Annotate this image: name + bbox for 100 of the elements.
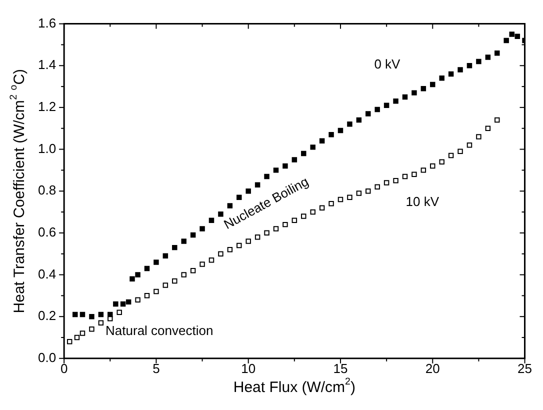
point [172, 244, 178, 250]
point [430, 163, 436, 169]
point [310, 209, 316, 215]
point [190, 268, 196, 274]
point [172, 278, 178, 284]
point [301, 150, 306, 156]
point [476, 58, 482, 64]
point [328, 132, 334, 138]
point [412, 172, 417, 177]
point [236, 242, 242, 248]
point [154, 288, 159, 294]
y-tick-label: 0.4 [38, 266, 56, 282]
point [310, 144, 316, 150]
y-tick-label: 0.2 [38, 308, 56, 324]
point [514, 34, 520, 39]
point [402, 94, 408, 100]
point [135, 297, 140, 302]
point [162, 253, 168, 259]
point [356, 117, 362, 123]
point [282, 222, 288, 228]
point [218, 211, 224, 217]
point [301, 214, 306, 219]
y-tick-label: 1.2 [38, 99, 56, 114]
point [190, 232, 196, 238]
point [347, 122, 352, 127]
point [108, 316, 113, 322]
y-tick-label: 0.0 [38, 350, 56, 365]
point [108, 312, 113, 318]
point [98, 312, 104, 318]
point [448, 152, 454, 158]
point [420, 168, 426, 173]
annotation: Natural convection [106, 323, 214, 338]
point [74, 334, 80, 340]
point [236, 194, 242, 200]
y-tick-label: 1.0 [38, 140, 56, 156]
point [254, 182, 260, 188]
point [292, 157, 298, 162]
point [66, 339, 72, 344]
point [264, 230, 270, 236]
y-tick-label: 1.4 [38, 57, 56, 72]
point [72, 312, 78, 318]
point [208, 218, 214, 223]
point [144, 293, 150, 298]
point [338, 128, 344, 134]
point [89, 314, 94, 320]
point [384, 102, 390, 108]
point [218, 251, 224, 256]
point [181, 272, 186, 278]
point [466, 142, 472, 148]
point [458, 148, 463, 154]
point [120, 301, 126, 307]
point [319, 205, 325, 210]
point [402, 174, 408, 180]
y-tick-label: 0.8 [38, 182, 56, 198]
x-tick-label: 20 [425, 360, 440, 376]
point [126, 299, 132, 305]
point [347, 194, 352, 200]
y-tick-label: 0.6 [38, 224, 56, 240]
point [98, 320, 104, 326]
point [80, 312, 86, 318]
point [374, 184, 380, 190]
point [246, 238, 251, 244]
x-tick-label: 10 [241, 360, 256, 376]
series-label: 0 kV [374, 56, 401, 72]
point [273, 168, 279, 173]
y-axis-title: Heat Transfer Coefficient (W/cm2 oC) [8, 68, 28, 314]
point [458, 67, 463, 72]
point [439, 76, 444, 81]
point [485, 54, 491, 60]
point [246, 188, 251, 194]
point [181, 238, 186, 244]
point [154, 260, 159, 265]
point [116, 310, 122, 316]
point [439, 159, 444, 164]
series-label: 10 kV [406, 194, 440, 210]
point [509, 32, 514, 37]
point [319, 138, 325, 144]
x-tick-label: 0 [60, 360, 68, 376]
point [162, 282, 168, 288]
point [135, 272, 140, 278]
point [113, 301, 118, 307]
point [366, 111, 371, 116]
point [328, 201, 334, 206]
y-tick-label: 1.6 [38, 15, 56, 30]
point [466, 63, 472, 68]
point [254, 234, 260, 240]
point [200, 262, 205, 267]
point [200, 226, 205, 232]
point [448, 71, 454, 77]
point [494, 50, 500, 56]
point [292, 218, 298, 223]
point [282, 163, 288, 169]
point [393, 178, 398, 184]
point [130, 276, 135, 282]
point [264, 174, 270, 180]
point [420, 86, 426, 92]
point [374, 106, 380, 112]
point [430, 82, 436, 88]
point [366, 188, 371, 194]
point [89, 326, 94, 332]
